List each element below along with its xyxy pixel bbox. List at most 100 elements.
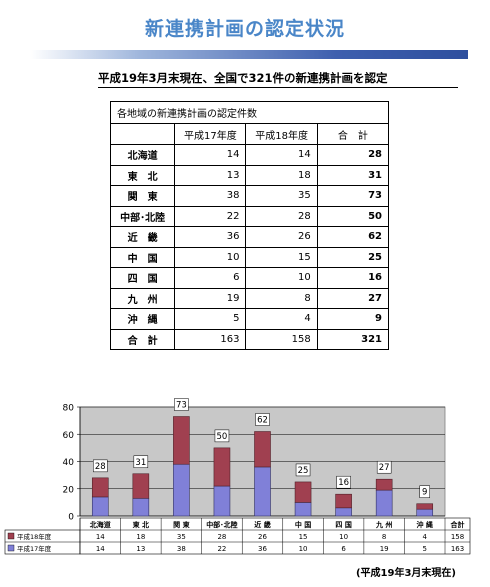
- y-tick-label: 40: [63, 458, 75, 468]
- legend-swatch-h17: [7, 544, 15, 552]
- h18-cell: 10: [245, 267, 318, 289]
- x-category-label: 近 畿: [254, 520, 270, 529]
- total-data-label: 16: [338, 478, 349, 488]
- total-label-box: [419, 485, 430, 498]
- region-cell: 東 北: [109, 164, 176, 186]
- bar-h18: [91, 477, 109, 498]
- bar-h18: [375, 478, 393, 491]
- region-cell: 関 東: [109, 185, 176, 207]
- table-header-row: 平成17年度 平成18年度 合 計: [109, 123, 390, 145]
- regional-count-table: 各地域の新連携計画の認定件数 平成17年度 平成18年度 合 計 北海道 14 …: [109, 101, 390, 350]
- y-tick-label: 20: [63, 485, 75, 495]
- total-label-cell: 合 計: [109, 328, 176, 350]
- h17-data-value: 22: [217, 545, 226, 553]
- table-row: 沖 縄 5 4 9: [109, 308, 390, 330]
- header-blank-cell: [109, 123, 176, 145]
- bar-h17: [173, 463, 190, 517]
- x-category-label: 北海道: [90, 520, 111, 529]
- total-label-box: [255, 413, 270, 426]
- bar-h18: [416, 503, 434, 510]
- h18-data-value: 26: [258, 533, 267, 541]
- x-category-label: 四 国: [335, 520, 351, 529]
- bar-h17: [294, 502, 312, 517]
- total-data-label: 50: [217, 432, 228, 442]
- h17-cell: 19: [174, 287, 247, 309]
- total-cell: 28: [316, 144, 390, 166]
- h18-cell: 35: [245, 185, 318, 207]
- table-caption: 各地域の新連携計画の認定件数: [110, 101, 389, 124]
- region-cell: 中部･北陸: [109, 205, 176, 227]
- total-data-label: 9: [422, 488, 427, 498]
- h18-data-value: 14: [96, 533, 105, 541]
- total-data-label: 25: [298, 466, 309, 476]
- legend-label-h18: 平成18年度: [17, 532, 52, 541]
- y-tick-label: 0: [68, 513, 74, 523]
- region-cell: 四 国: [109, 267, 176, 289]
- h17-cell: 14: [174, 144, 247, 166]
- h18-data-value: 4: [422, 533, 427, 541]
- h17-series-total: 163: [451, 545, 464, 553]
- y-tick-label: 60: [63, 431, 75, 441]
- h17-cell: 36: [174, 226, 247, 248]
- data-table-frame: [79, 517, 471, 555]
- x-category-label: 中 国: [295, 520, 311, 529]
- bar-h17: [91, 496, 109, 517]
- h17-cell: 38: [174, 185, 247, 207]
- bar-h17: [213, 485, 231, 517]
- bar-h17: [375, 489, 393, 517]
- total-label-box: [295, 463, 311, 477]
- h18-data-value: 10: [339, 533, 348, 541]
- h18-total-cell: 158: [245, 328, 318, 350]
- h17-data-value: 38: [177, 545, 186, 553]
- h18-cell: 8: [245, 287, 318, 309]
- h17-data-value: 10: [299, 545, 308, 553]
- h17-total-cell: 163: [174, 328, 247, 350]
- total-cell: 73: [316, 185, 390, 207]
- total-label-box: [133, 455, 149, 469]
- table-total-row: 合 計 163 158 321: [109, 328, 390, 350]
- total-cell: 27: [316, 287, 390, 309]
- table-row: 関 東 38 35 73: [109, 185, 390, 207]
- table-row: 四 国 6 10 16: [109, 267, 390, 289]
- total-cell: 25: [316, 246, 390, 268]
- bar-h18: [294, 481, 312, 503]
- header-h17: 平成17年度: [174, 123, 247, 145]
- h18-cell: 26: [245, 226, 318, 248]
- total-cell: 16: [316, 267, 390, 289]
- table-row: 中部･北陸 22 28 50: [109, 205, 390, 227]
- total-label-box: [93, 459, 108, 473]
- h18-data-value: 8: [382, 533, 386, 541]
- table-caption-row: 各地域の新連携計画の認定件数: [110, 101, 389, 124]
- total-data-label: 31: [135, 458, 146, 468]
- total-cell: 62: [316, 226, 390, 248]
- bar-h18: [213, 447, 231, 487]
- h18-series-total: 158: [451, 533, 464, 541]
- h18-data-value: 35: [177, 533, 186, 541]
- total-cell: 9: [316, 308, 390, 330]
- total-data-label: 28: [95, 462, 106, 472]
- header-h18: 平成18年度: [245, 123, 318, 145]
- total-data-label: 62: [257, 416, 268, 426]
- h18-cell: 15: [245, 246, 318, 268]
- x-category-label: 関 東: [173, 520, 190, 529]
- table-row: 北海道 14 14 28: [109, 144, 390, 166]
- h17-cell: 6: [174, 267, 247, 289]
- x-category-label: 九 州: [375, 520, 392, 529]
- total-cell: 31: [316, 164, 390, 186]
- title-gradient-bar: [30, 50, 468, 59]
- total-data-label: 73: [176, 401, 187, 411]
- h18-cell: 4: [245, 308, 318, 330]
- h17-cell: 22: [174, 205, 247, 227]
- bar-h17: [254, 466, 271, 517]
- total-label-box: [174, 398, 189, 411]
- total-data-label: 27: [379, 463, 390, 473]
- header-total: 合 計: [316, 123, 390, 145]
- total-label-box: [376, 460, 392, 474]
- grand-total-cell: 321: [316, 328, 390, 350]
- bar-h18: [132, 473, 150, 499]
- region-cell: 近 畿: [109, 226, 176, 248]
- h18-cell: 28: [245, 205, 318, 227]
- subtitle-underline: [98, 87, 458, 88]
- h17-cell: 10: [174, 246, 247, 268]
